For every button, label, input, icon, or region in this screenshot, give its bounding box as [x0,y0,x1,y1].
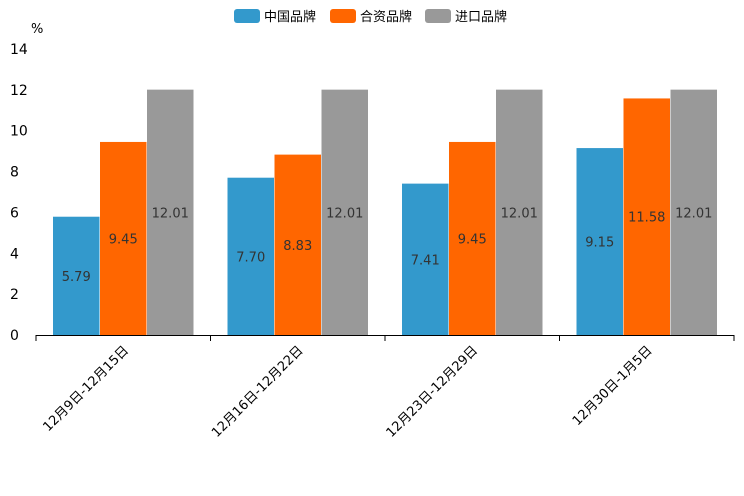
bar-3-1 [402,183,449,335]
legend-label: 中国品牌 [264,9,316,25]
x-category-label: 12月9日-12月15日 [40,343,132,435]
data-labels-group: 5.79 9.45 12.01 7.70 8.83 12.01 7.41 9.45 12.01 9… [62,206,713,285]
bar-3-2 [449,141,496,335]
bar-2-3 [321,89,368,335]
y-tick-label: 14 [10,42,28,58]
data-label: 9.45 [109,232,138,247]
legend: 中国品牌 合资品牌 进口品牌 [234,9,507,25]
bar-2-2 [274,154,321,335]
bar-3-3 [496,89,543,335]
data-label: 7.70 [236,250,265,265]
legend-item-2[interactable]: 合资品牌 [330,9,412,25]
legend-swatch [330,9,356,23]
y-tick-label: 6 [10,205,19,221]
bar-1-3 [147,89,194,335]
bars-group [53,89,717,336]
y-axis-unit: % [31,22,43,37]
bar-4-2 [623,98,670,336]
legend-label: 合资品牌 [360,9,412,25]
data-label: 8.83 [283,239,312,254]
bar-1-1 [53,216,100,335]
bar-1-2 [100,141,147,335]
bar-2-1 [227,177,274,335]
y-tick-label: 12 [10,83,28,99]
x-category-label: 12月16日-12月22日 [209,343,306,440]
x-category-label: 12月30日-1月5日 [570,343,656,429]
bar-4-3 [670,89,717,335]
y-axis: 0 2 4 6 8 10 12 14 [10,42,28,344]
data-label: 12.01 [501,206,538,221]
y-tick-label: 4 [10,246,19,262]
data-label: 11.58 [628,211,665,226]
y-tick-label: 8 [10,165,19,181]
data-label: 9.15 [585,236,614,251]
y-tick-label: 2 [10,287,19,303]
data-label: 12.01 [152,206,189,221]
legend-swatch [234,9,260,23]
data-label: 7.41 [411,253,440,268]
legend-label: 进口品牌 [455,9,507,25]
legend-item-3[interactable]: 进口品牌 [425,9,507,25]
x-axis: 12月9日-12月15日 12月16日-12月22日 12月23日-12月29日 12… [35,335,735,441]
data-label: 5.79 [62,270,91,285]
bar-4-1 [576,148,623,335]
data-label: 12.01 [326,206,363,221]
x-category-label: 12月23日-12月29日 [384,343,481,440]
data-label: 9.45 [458,232,487,247]
y-tick-label: 0 [10,328,19,344]
legend-swatch [425,9,451,23]
legend-item-1[interactable]: 中国品牌 [234,9,316,25]
data-label: 12.01 [675,206,712,221]
y-tick-label: 10 [10,124,28,140]
